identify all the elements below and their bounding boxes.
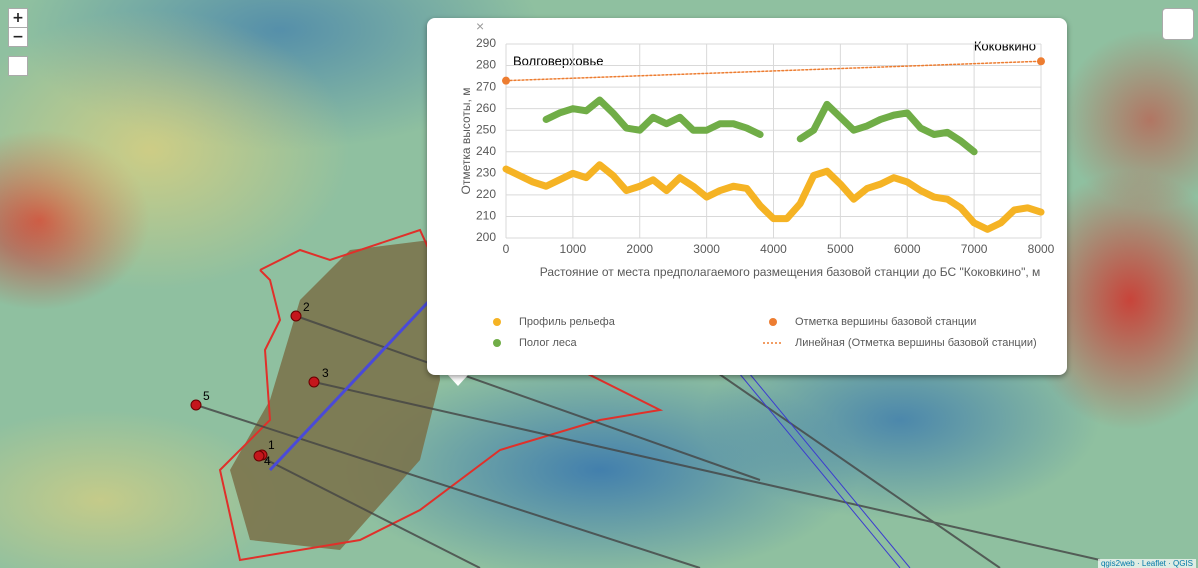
x-tick-label: 2000 [626, 242, 653, 256]
layers-button[interactable] [1162, 8, 1194, 40]
trend-line [505, 60, 1042, 82]
x-tick-label: 6000 [894, 242, 921, 256]
vertex-point [1037, 57, 1045, 66]
y-tick-label: 270 [476, 79, 496, 93]
x-tick-label: 5000 [827, 242, 854, 256]
y-tick-label: 240 [476, 144, 496, 158]
legend-label: Полог леса [519, 337, 578, 349]
popup: × [427, 18, 1067, 375]
y-tick-label: 280 [476, 58, 496, 72]
y-tick-label: 200 [476, 230, 496, 244]
x-tick-label: 0 [503, 242, 510, 256]
popup-close[interactable]: × [476, 18, 485, 34]
legend-label: Отметка вершины базовой станции [795, 316, 976, 328]
x-tick-label: 3000 [693, 242, 720, 256]
y-axis-title: Отметка высоты, м [459, 88, 473, 195]
y-tick-label: 220 [476, 187, 496, 201]
point-label: 1 [268, 438, 275, 452]
measure-button[interactable] [8, 56, 28, 76]
x-tick-label: 4000 [760, 242, 787, 256]
legend-label: Линейная (Отметка вершины базовой станци… [795, 337, 1037, 349]
series-line [542, 96, 978, 156]
y-tick-label: 290 [476, 36, 496, 50]
x-tick-label: 8000 [1028, 242, 1055, 256]
attribution[interactable]: qgis2web · Leaflet · QGIS [1097, 559, 1196, 568]
y-tick-label: 260 [476, 101, 496, 115]
y-tick-label: 250 [476, 122, 496, 136]
annotation: Волговерховье [513, 53, 603, 68]
x-axis-title: Растояние от места предполагаемого разме… [539, 265, 1041, 279]
y-tick-label: 210 [476, 209, 496, 223]
y-tick-label: 230 [476, 166, 496, 180]
point-label: 4 [264, 454, 271, 468]
legend-swatch [493, 339, 501, 347]
x-tick-label: 1000 [560, 242, 587, 256]
legend-swatch [493, 318, 501, 326]
x-tick-label: 7000 [961, 242, 988, 256]
zoom-out[interactable]: − [8, 27, 28, 47]
annotation: Коковкино [974, 38, 1036, 53]
point-label: 3 [322, 366, 329, 380]
legend-label: Профиль рельефа [519, 316, 616, 328]
legend-swatch [769, 318, 777, 326]
series-line [502, 161, 1045, 233]
point-label: 2 [303, 300, 310, 314]
point-label: 5 [203, 389, 210, 403]
